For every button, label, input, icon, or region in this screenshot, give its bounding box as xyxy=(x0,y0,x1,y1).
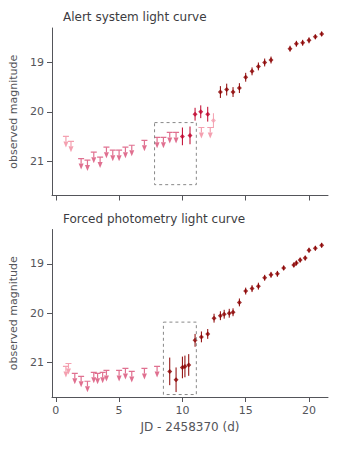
svg-text:observed magnitude: observed magnitude xyxy=(7,256,20,370)
svg-text:observed magnitude: observed magnitude xyxy=(7,55,20,169)
svg-text:5: 5 xyxy=(116,404,123,417)
svg-text:20: 20 xyxy=(302,404,316,417)
svg-text:20: 20 xyxy=(30,307,44,320)
svg-text:15: 15 xyxy=(239,404,253,417)
svg-text:19: 19 xyxy=(30,56,44,69)
svg-text:19: 19 xyxy=(30,257,44,270)
svg-text:0: 0 xyxy=(52,404,59,417)
svg-text:21: 21 xyxy=(30,356,44,369)
svg-text:Forced photometry light curve: Forced photometry light curve xyxy=(63,212,245,226)
svg-text:20: 20 xyxy=(30,105,44,118)
svg-text:10: 10 xyxy=(175,404,189,417)
svg-text:JD - 2458370 (d): JD - 2458370 (d) xyxy=(140,420,240,434)
svg-text:Alert system light curve: Alert system light curve xyxy=(63,10,207,24)
svg-text:21: 21 xyxy=(30,155,44,168)
